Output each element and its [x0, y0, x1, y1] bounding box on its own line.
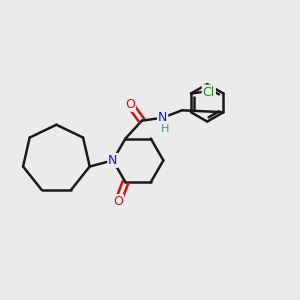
Text: N: N	[158, 111, 167, 124]
Text: O: O	[113, 195, 123, 208]
Text: Cl: Cl	[203, 85, 215, 98]
Text: O: O	[125, 98, 135, 111]
Text: N: N	[108, 154, 118, 167]
Text: H: H	[161, 124, 169, 134]
